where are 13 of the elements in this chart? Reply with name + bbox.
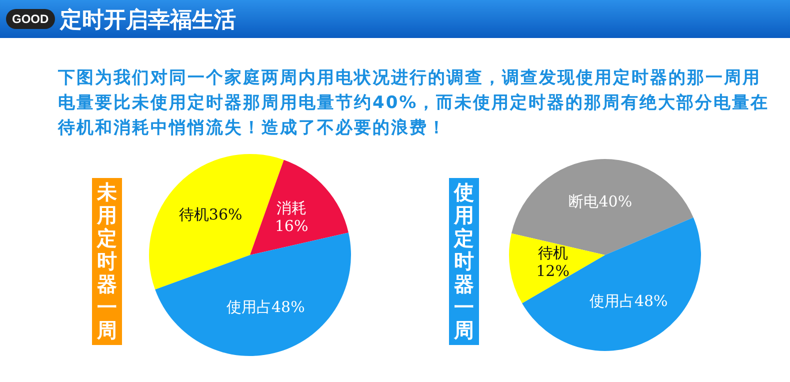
data-label: 12% xyxy=(536,262,570,280)
text: 下图为我们对同一个家庭两周内用电状况进行的调查，调查发现使用定时器的那一周用电量要比未使用定时器那周用电量节约40%，而未使用定时器的那周有绝大部分电量在待机和消耗中悄悄流失！造成了不必要的浪费！ xyxy=(58,67,770,140)
slice-label: 使用占48% xyxy=(589,292,668,310)
data-label: 16% xyxy=(274,217,308,236)
text: 定时开启幸福生活 xyxy=(60,6,236,35)
slice-label: 消耗 xyxy=(276,199,307,218)
slice-label: 断电40% xyxy=(568,192,632,210)
slice-label: 使用占48% xyxy=(226,298,305,316)
text: 未用定时器一周 xyxy=(92,178,122,345)
slice-label: 待机36% xyxy=(178,206,242,224)
text: GOOD xyxy=(6,9,55,29)
slice-label: 待机 xyxy=(538,244,568,262)
text: 使用定时器一周 xyxy=(449,178,479,345)
